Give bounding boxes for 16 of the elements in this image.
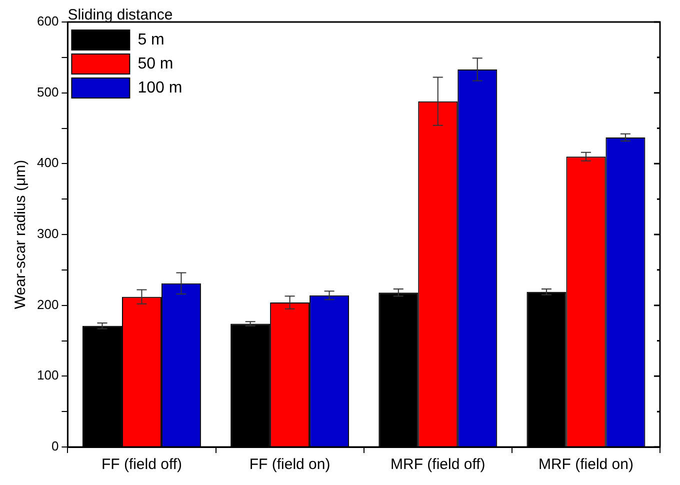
legend-label: 50 m: [138, 55, 174, 72]
y-tick-label: 300: [36, 226, 59, 242]
y-tick-label: 600: [36, 14, 59, 29]
x-tick-label: FF (field on): [249, 456, 330, 474]
y-axis-title: Wear-scar radius (μm): [12, 160, 30, 310]
x-tick-label: MRF (field on): [538, 456, 634, 474]
legend-label: 100 m: [138, 79, 182, 96]
x-tick-label: MRF (field off): [390, 456, 486, 474]
legend-label: 5 m: [138, 31, 164, 48]
x-tick-label: FF (field off): [101, 456, 182, 474]
y-tick-label: 200: [36, 296, 59, 312]
y-tick-label: 500: [36, 84, 59, 100]
y-tick-label: 100: [36, 368, 59, 383]
legend-title: Sliding distance: [68, 6, 173, 24]
y-tick-label: 400: [36, 155, 59, 170]
y-tick-label: 0: [51, 438, 59, 454]
